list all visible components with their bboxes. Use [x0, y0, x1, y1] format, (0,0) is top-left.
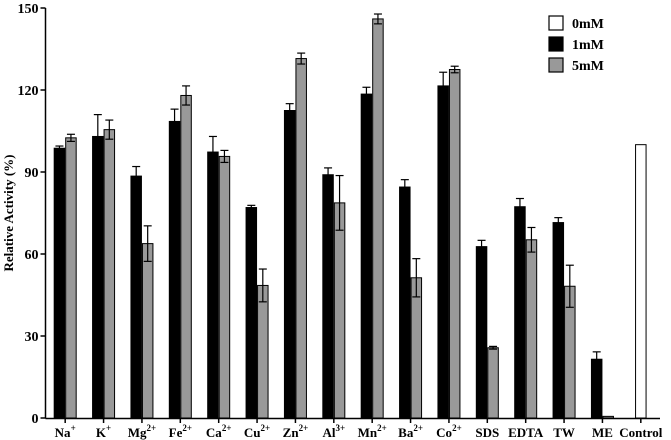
bar-1mM — [322, 174, 334, 419]
bar-5mM — [487, 347, 499, 419]
legend-label: 5mM — [572, 59, 604, 74]
x-axis — [45, 417, 660, 423]
y-tick-label: 30 — [25, 330, 39, 345]
bar-1mM — [360, 93, 373, 419]
bar-5mM — [372, 18, 384, 419]
bar-0mM — [635, 144, 647, 419]
bar-5mM — [257, 284, 269, 419]
bar-1mM — [590, 358, 603, 419]
bar-1mM — [552, 222, 565, 419]
x-tick-label: Mn2+ — [358, 423, 387, 440]
bar-1mM — [283, 110, 296, 419]
legend-label: 1mM — [572, 38, 604, 53]
y-tick-label: 0 — [32, 412, 39, 427]
bar-1mM — [207, 151, 219, 419]
y-tick-label: 90 — [25, 166, 39, 181]
x-tick-label: Mg2+ — [128, 423, 156, 440]
x-tick-label: Zn2+ — [283, 423, 309, 440]
bar-5mM — [218, 155, 231, 419]
bar-5mM — [448, 69, 461, 419]
bar-1mM — [514, 206, 526, 419]
y-axis: 0 30 60 90 120 150 — [18, 2, 47, 427]
x-tick-label: ME — [592, 425, 613, 440]
category-labels: Na+ K+ Mg2+ Fe2+ Ca2+ Cu2+ Zn2+ Al3+ Mn2+ Ba2+ Co2… — [55, 423, 663, 440]
x-tick-label: Control — [619, 425, 662, 440]
bar-1mM — [475, 246, 488, 419]
legend-swatch-1mM — [548, 36, 564, 52]
x-tick-label: Cu2+ — [244, 423, 270, 440]
legend-swatch-5mM — [548, 57, 564, 73]
y-tick-label: 60 — [25, 248, 39, 263]
legend: 0mM 1mM 5mM — [548, 15, 604, 74]
bar-5mM — [180, 94, 192, 419]
x-tick-label: EDTA — [508, 425, 544, 440]
y-tick-label: 150 — [18, 2, 39, 17]
x-tick-label: Fe2+ — [169, 423, 192, 440]
bar-5mM — [602, 415, 614, 419]
bar-5mM — [333, 202, 346, 419]
x-tick-label: Ca2+ — [206, 423, 232, 440]
bars — [53, 18, 647, 419]
bar-1mM — [245, 207, 258, 419]
x-tick-label: TW — [553, 425, 575, 440]
x-tick-label: Al3+ — [322, 423, 345, 440]
x-tick-label: SDS — [475, 425, 499, 440]
y-tick-label: 120 — [18, 84, 39, 99]
bar-1mM — [437, 85, 449, 419]
legend-label: 0mM — [572, 17, 604, 32]
bar-5mM — [65, 137, 77, 419]
x-tick-label: K+ — [96, 423, 111, 440]
x-tick-label: Co2+ — [436, 423, 462, 440]
bar-5mM — [525, 239, 538, 419]
bar-5mM — [141, 243, 154, 419]
bar-1mM — [168, 120, 181, 419]
x-tick-label: Ba2+ — [398, 423, 423, 440]
y-axis-title: Relative Activity (%) — [1, 155, 16, 272]
legend-swatch-0mM — [548, 15, 564, 31]
bar-1mM — [130, 175, 142, 419]
x-tick-label: Na+ — [55, 423, 76, 440]
bar-1mM — [399, 186, 411, 419]
bar-5mM — [295, 58, 307, 419]
bar-1mM — [53, 147, 66, 419]
bar-5mM — [410, 277, 423, 419]
bar-1mM — [92, 135, 104, 419]
bar-5mM — [103, 129, 116, 419]
error-bars — [55, 13, 601, 368]
